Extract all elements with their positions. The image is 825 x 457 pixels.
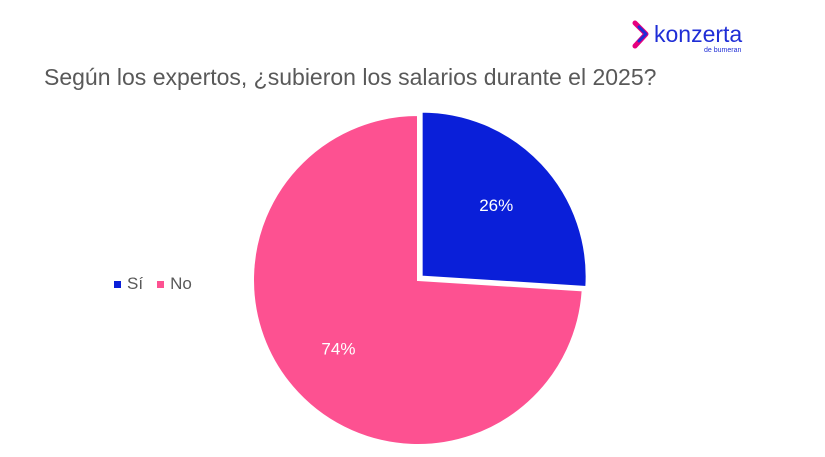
chart-title: Según los expertos, ¿subieron los salari… [44, 64, 657, 90]
pie-label-si: 26% [479, 196, 513, 215]
chart-legend: Sí No [114, 274, 206, 294]
pie-slices [252, 110, 588, 446]
legend-swatch-no [157, 280, 165, 288]
chevron-logo-icon [632, 20, 649, 49]
pie-slice-si [420, 110, 588, 288]
legend-label-si: Sí [127, 274, 144, 293]
logo-subtext: de bumeran [704, 47, 742, 54]
pie-label-no: 74% [321, 340, 355, 359]
legend-label-no: No [170, 274, 192, 293]
logo-wordmark: konzerta [654, 21, 743, 47]
pie-slice-no [252, 113, 584, 446]
pie-labels: 26% 74% [321, 196, 513, 358]
konzerta-logo: konzerta de bumeran [632, 20, 752, 60]
legend-swatch-si [114, 280, 121, 288]
legend-item-no: No [157, 274, 192, 294]
legend-item-si: Sí [114, 274, 143, 294]
